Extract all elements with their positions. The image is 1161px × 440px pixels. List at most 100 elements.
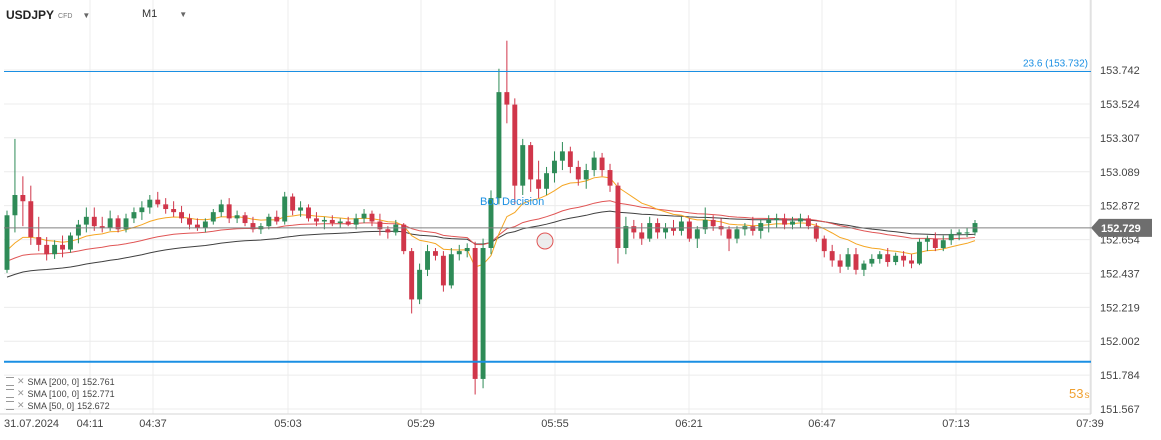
candle-body[interactable] <box>702 219 708 230</box>
candle-body[interactable] <box>948 233 954 241</box>
candle-body[interactable] <box>766 219 772 224</box>
candle-body[interactable] <box>544 173 550 189</box>
candle-body[interactable] <box>782 218 788 225</box>
candle-body[interactable] <box>591 157 597 171</box>
candle-body[interactable] <box>432 251 438 256</box>
candle-body[interactable] <box>440 255 446 286</box>
candle-body[interactable] <box>552 160 557 174</box>
candle-body[interactable] <box>52 244 58 255</box>
candle-body[interactable] <box>940 240 946 248</box>
candle-body[interactable] <box>893 255 899 263</box>
candle-body[interactable] <box>75 224 81 236</box>
candle-body[interactable] <box>663 227 669 233</box>
candle-body[interactable] <box>306 207 311 219</box>
candle-body[interactable] <box>774 218 780 220</box>
candle-body[interactable] <box>861 263 867 270</box>
candle-body[interactable] <box>956 232 962 234</box>
candle-body[interactable] <box>83 216 89 225</box>
candle-body[interactable] <box>671 227 676 231</box>
candle-body[interactable] <box>726 229 732 239</box>
candle-body[interactable] <box>91 216 97 227</box>
settings-icon[interactable] <box>6 401 14 410</box>
candle-body[interactable] <box>329 219 335 224</box>
candle-body[interactable] <box>528 145 534 180</box>
candle-body[interactable] <box>964 232 970 234</box>
candle-body[interactable] <box>417 269 423 300</box>
candle-body[interactable] <box>139 207 145 213</box>
candle-body[interactable] <box>512 104 518 186</box>
candle-body[interactable] <box>901 255 907 261</box>
candle-body[interactable] <box>131 212 137 219</box>
close-icon[interactable]: ✕ <box>17 400 25 410</box>
candle-body[interactable] <box>250 223 256 230</box>
candle-body[interactable] <box>631 226 637 233</box>
candle-body[interactable] <box>115 218 121 230</box>
candle-body[interactable] <box>813 226 819 239</box>
candle-body[interactable] <box>734 229 740 239</box>
candle-body[interactable] <box>916 241 922 264</box>
candle-body[interactable] <box>369 213 375 222</box>
candle-body[interactable] <box>758 223 764 231</box>
candle-body[interactable] <box>805 218 811 227</box>
candle-body[interactable] <box>694 229 700 239</box>
candle-body[interactable] <box>99 226 105 228</box>
candle-body[interactable] <box>607 170 613 186</box>
candle-body[interactable] <box>464 247 470 252</box>
close-icon[interactable]: ✕ <box>17 388 25 398</box>
candle-body[interactable] <box>456 251 462 255</box>
candle-body[interactable] <box>313 218 319 222</box>
indicator-row[interactable]: ✕ SMA [100, 0] 152.771 <box>6 388 115 399</box>
candle-body[interactable] <box>710 219 716 227</box>
candle-body[interactable] <box>932 238 938 248</box>
candle-body[interactable] <box>647 223 653 239</box>
candle-body[interactable] <box>321 219 327 222</box>
close-icon[interactable]: ✕ <box>17 376 25 386</box>
candle-body[interactable] <box>536 179 542 189</box>
candle-body[interactable] <box>123 218 129 230</box>
candle-body[interactable] <box>750 226 756 231</box>
candle-body[interactable] <box>20 195 26 202</box>
candle-body[interactable] <box>909 260 914 264</box>
candle-body[interactable] <box>12 195 18 216</box>
candle-body[interactable] <box>218 204 224 213</box>
candle-body[interactable] <box>623 226 629 248</box>
candle-body[interactable] <box>210 212 216 222</box>
candle-body[interactable] <box>924 238 930 242</box>
candle-body[interactable] <box>845 254 851 267</box>
candle-body[interactable] <box>480 247 486 379</box>
candle-body[interactable] <box>44 244 50 255</box>
candle-body[interactable] <box>385 229 391 233</box>
candle-body[interactable] <box>790 221 795 225</box>
candle-body[interactable] <box>869 258 875 264</box>
candle-body[interactable] <box>409 251 415 300</box>
settings-icon[interactable] <box>6 389 14 398</box>
candle-body[interactable] <box>147 199 153 208</box>
settings-icon[interactable] <box>6 377 14 386</box>
candle-body[interactable] <box>448 254 454 286</box>
candle-body[interactable] <box>187 218 192 225</box>
timeframe-selector[interactable]: M1 ▼ <box>142 8 187 20</box>
candle-body[interactable] <box>567 151 573 167</box>
candle-body[interactable] <box>377 221 383 230</box>
candle-body[interactable] <box>488 198 494 248</box>
candle-body[interactable] <box>472 247 478 379</box>
candle-body[interactable] <box>163 204 169 210</box>
candle-body[interactable] <box>242 215 248 224</box>
candle-body[interactable] <box>599 157 605 171</box>
candle-body[interactable] <box>559 151 565 161</box>
candle-body[interactable] <box>274 216 280 222</box>
candle-body[interactable] <box>520 145 526 186</box>
candle-body[interactable] <box>234 215 240 219</box>
candle-body[interactable] <box>829 251 835 261</box>
candle-body[interactable] <box>107 218 113 228</box>
candle-body[interactable] <box>155 199 161 205</box>
candle-body[interactable] <box>179 212 185 219</box>
candle-body[interactable] <box>583 170 589 180</box>
candle-body[interactable] <box>353 218 359 225</box>
indicator-row[interactable]: ✕ SMA [50, 0] 152.672 <box>6 400 110 411</box>
candle-body[interactable] <box>821 238 827 252</box>
candle-body[interactable] <box>837 260 843 267</box>
candle-body[interactable] <box>853 254 859 270</box>
